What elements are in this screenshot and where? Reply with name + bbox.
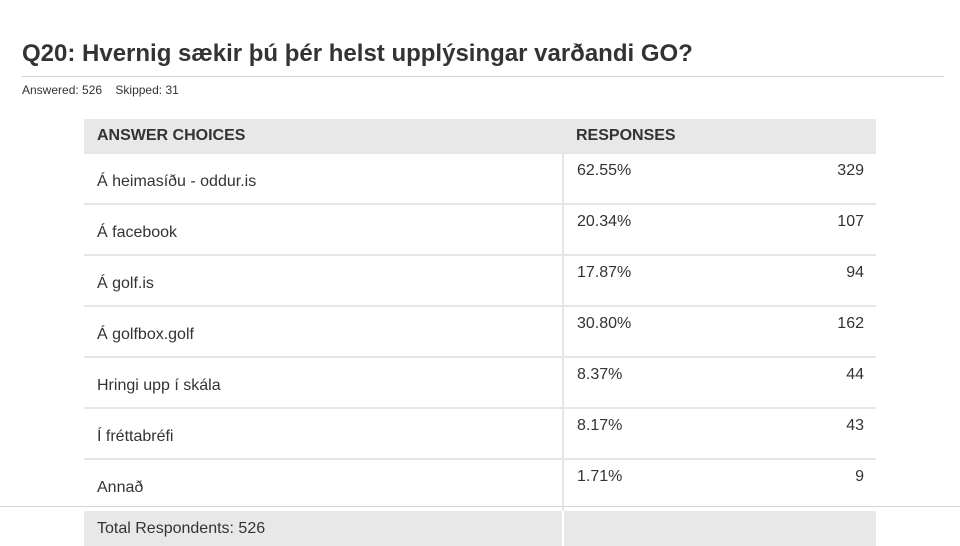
response-percent: 62.55%	[562, 152, 737, 204]
total-row: Total Respondents: 526	[84, 509, 876, 546]
table-row: Á golf.is 17.87% 94	[84, 254, 876, 306]
table-row: Á heimasíðu - oddur.is 62.55% 329	[84, 152, 876, 204]
answer-choice: Á facebook	[84, 203, 563, 255]
response-count: 44	[737, 356, 876, 408]
table-row: Á golfbox.golf 30.80% 162	[84, 305, 876, 357]
answer-choice: Á golfbox.golf	[84, 305, 563, 357]
response-percent: 30.80%	[562, 305, 737, 357]
response-percent: 1.71%	[562, 458, 737, 510]
results-table: ANSWER CHOICES RESPONSES Á heimasíðu - o…	[84, 119, 876, 546]
response-percent: 8.17%	[562, 407, 737, 459]
response-percent: 20.34%	[562, 203, 737, 255]
response-percent: 17.87%	[562, 254, 737, 306]
title-divider	[22, 76, 944, 77]
response-count: 9	[737, 458, 876, 510]
footer-divider	[0, 506, 960, 507]
skipped-count: Skipped: 31	[115, 83, 179, 97]
response-stats: Answered: 526 Skipped: 31	[22, 83, 179, 97]
response-count: 94	[737, 254, 876, 306]
response-count: 107	[737, 203, 876, 255]
table-row: Annað 1.71% 9	[84, 458, 876, 510]
answered-count: Answered: 526	[22, 83, 103, 97]
response-count: 43	[737, 407, 876, 459]
total-respondents: Total Respondents: 526	[84, 509, 563, 546]
answer-choice: Í fréttabréfi	[84, 407, 563, 459]
header-answer-choices: ANSWER CHOICES	[84, 119, 563, 153]
answer-choice: Á heimasíðu - oddur.is	[84, 152, 563, 204]
header-responses: RESPONSES	[563, 119, 876, 153]
answer-choice: Hringi upp í skála	[84, 356, 563, 408]
table-header-row: ANSWER CHOICES RESPONSES	[84, 119, 876, 153]
total-blank-cell	[562, 509, 876, 546]
table-row: Í fréttabréfi 8.17% 43	[84, 407, 876, 459]
answer-choice: Annað	[84, 458, 563, 510]
table-row: Á facebook 20.34% 107	[84, 203, 876, 255]
answer-choice: Á golf.is	[84, 254, 563, 306]
response-count: 162	[737, 305, 876, 357]
response-percent: 8.37%	[562, 356, 737, 408]
response-count: 329	[737, 152, 876, 204]
question-title: Q20: Hvernig sækir þú þér helst upplýsin…	[22, 40, 693, 67]
table-row: Hringi upp í skála 8.37% 44	[84, 356, 876, 408]
